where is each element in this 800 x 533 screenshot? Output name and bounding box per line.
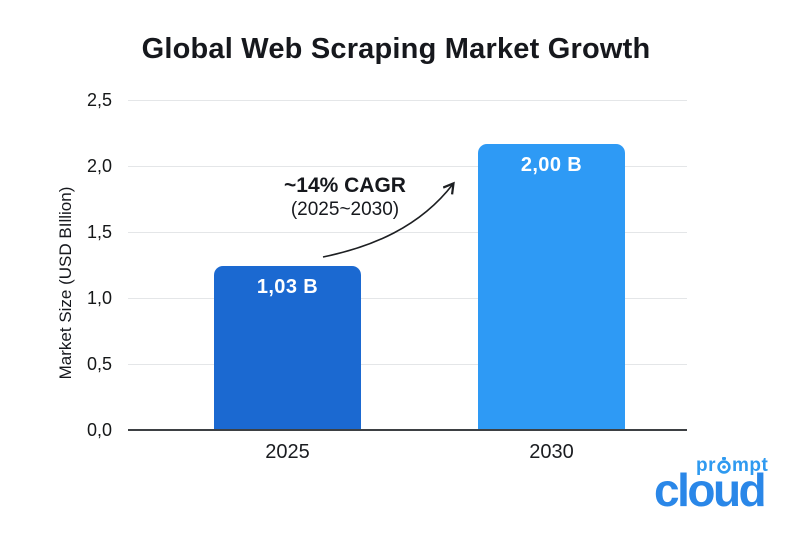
plot-area: 0,0 0,5 1,0 1,5 2,0 2,5 1,03 B 2025 2,00 B 2030 xyxy=(87,90,687,463)
chart-title: Global Web Scraping Market Growth xyxy=(141,33,651,65)
logo-cloud-text: cloud xyxy=(654,467,793,526)
cagr-annotation-line2: (2025~2030) xyxy=(290,199,400,220)
y-tick-label: 0,5 xyxy=(86,354,112,374)
gridline xyxy=(128,364,687,365)
cagr-annotation: ~14% CAGR (2025~2030) xyxy=(245,174,445,221)
gridline xyxy=(128,298,687,299)
y-tick-label: 0,0 xyxy=(86,420,112,440)
logo-prompt-pre: pr xyxy=(696,455,716,476)
cagr-annotation-line1: ~14% CAGR xyxy=(284,174,406,197)
y-tick-label: 1,5 xyxy=(86,222,112,242)
bar-value-label: 1,03 B xyxy=(256,276,319,298)
bar-2025: 1,03 B xyxy=(214,266,361,430)
y-tick-label: 2,5 xyxy=(86,90,112,110)
y-axis-title: Market Size (USD BIllion) xyxy=(56,186,75,380)
bar-2030: 2,00 B xyxy=(478,144,625,430)
logo-prompt-text: pr mpt xyxy=(696,455,769,476)
logo-prompt-post: mpt xyxy=(732,455,769,476)
bar-value-label: 2,00 B xyxy=(520,154,583,176)
gridline xyxy=(128,100,687,101)
gridline xyxy=(128,166,687,167)
x-tick-label: 2030 xyxy=(529,441,574,463)
stopwatch-icon xyxy=(717,457,731,474)
cloud-icon xyxy=(771,510,793,526)
x-tick-label: 2025 xyxy=(265,441,310,463)
y-tick-label: 2,0 xyxy=(86,156,112,176)
y-tick-label: 1,0 xyxy=(86,288,112,308)
x-axis-line xyxy=(128,429,687,431)
promptcloud-logo: pr mpt cloud xyxy=(648,450,798,526)
